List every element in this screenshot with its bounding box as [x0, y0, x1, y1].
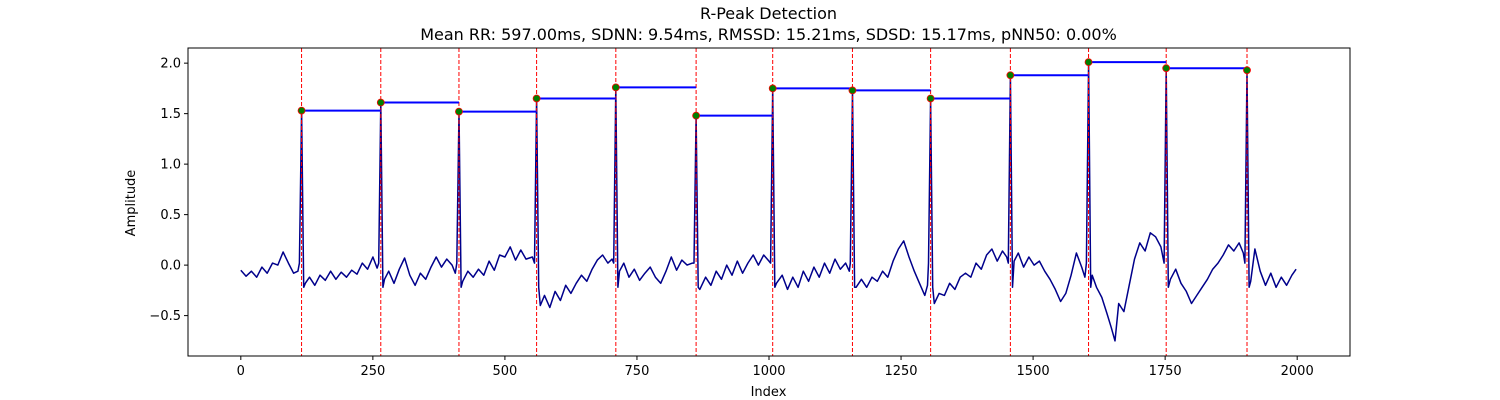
x-tick-label-2: 500 — [492, 364, 517, 379]
x-axis-label: Index — [751, 385, 787, 400]
x-axis: 0 250 500 750 1000 1250 1500 1750 2000 — [237, 356, 1314, 379]
r-peak-marker-10 — [1084, 58, 1093, 67]
r-peak-marker-2 — [455, 107, 463, 116]
r-peak-marker-1 — [376, 98, 385, 107]
r-peak-marker-11 — [1162, 64, 1171, 73]
plot-frame — [187, 47, 1351, 357]
r-peak-marker-7 — [848, 86, 857, 95]
r-peak-marker-8 — [926, 94, 935, 103]
x-tick-label-1: 250 — [360, 364, 385, 379]
x-tick-label-4: 1000 — [752, 364, 785, 379]
y-tick-label-2: 0.5 — [160, 208, 181, 223]
r-peak-marker-6 — [768, 84, 777, 93]
x-tick-label-8: 2000 — [1281, 364, 1314, 379]
r-peak-marker-5 — [692, 111, 701, 120]
y-tick-label-4: 1.5 — [160, 107, 181, 122]
x-tick-label-5: 1250 — [884, 364, 917, 379]
y-axis: −0.5 0.0 0.5 1.0 1.5 2.0 — [149, 57, 188, 324]
y-axis-label: Amplitude — [124, 170, 139, 237]
x-tick-label-3: 750 — [625, 364, 650, 379]
y-tick-label-3: 1.0 — [160, 158, 181, 173]
r-peak-marker-4 — [611, 83, 620, 92]
y-tick-label-5: 2.0 — [160, 57, 181, 72]
r-peak-marker-3 — [532, 94, 541, 103]
ecg-signal-line — [240, 61, 1297, 342]
chart-title: R-Peak Detection — [700, 4, 837, 23]
x-tick-label-6: 1500 — [1017, 364, 1050, 379]
y-tick-label-0: −0.5 — [149, 309, 181, 324]
y-tick-label-1: 0.0 — [160, 259, 181, 274]
chart-subtitle: Mean RR: 597.00ms, SDNN: 9.54ms, RMSSD: … — [420, 25, 1117, 44]
r-peak-marker-9 — [1006, 71, 1015, 80]
r-peak-marker-12 — [1243, 66, 1251, 75]
r-peak-marker-0 — [297, 106, 306, 115]
x-tick-label-7: 1750 — [1149, 364, 1182, 379]
x-tick-label-0: 0 — [237, 364, 245, 379]
plot-content — [240, 48, 1297, 356]
